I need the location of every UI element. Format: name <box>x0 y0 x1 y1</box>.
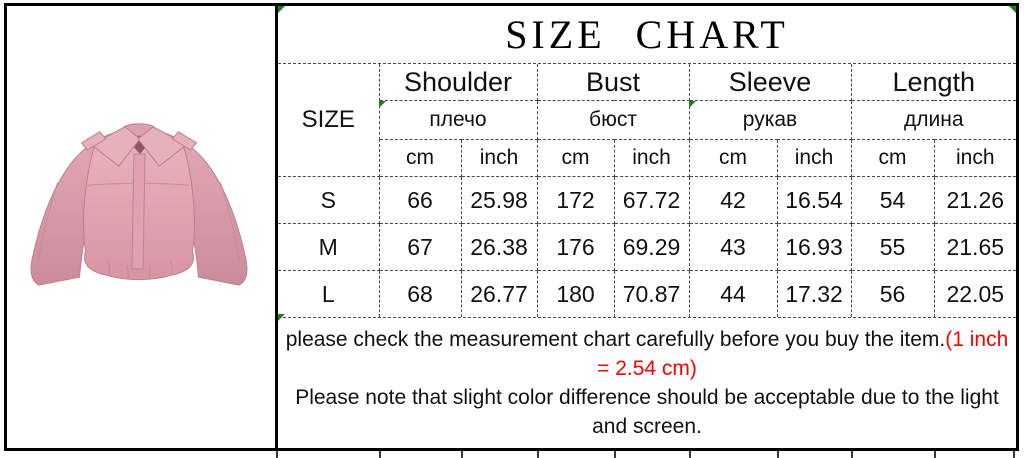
ru-header-shoulder: плечо <box>378 100 538 140</box>
measurement-value: 176 <box>536 223 615 271</box>
measurement-value: 66 <box>378 176 462 224</box>
unit-header-cm: cm <box>378 139 462 177</box>
measurement-value: 56 <box>850 270 935 318</box>
note-block: please check the measurement chart caref… <box>278 317 1016 448</box>
grid-tick <box>614 451 616 458</box>
table-row-size-m: M 67 26.38 176 69.29 43 16.93 55 21.65 <box>277 223 1017 271</box>
measurement-value: 180 <box>536 270 615 318</box>
unit-header-cm: cm <box>688 139 778 177</box>
grid-tick <box>537 451 539 458</box>
measurement-value: 22.05 <box>933 270 1017 318</box>
table-row-size-s: S 66 25.98 172 67.72 42 16.54 54 21.26 <box>277 176 1017 224</box>
measurement-value: 26.77 <box>460 270 538 318</box>
table-row-size-l: L 68 26.77 180 70.87 44 17.32 56 22.05 <box>277 270 1017 318</box>
grid-tick <box>777 451 779 458</box>
measurement-value: 69.29 <box>613 223 690 271</box>
measurement-value: 44 <box>688 270 778 318</box>
measurement-value: 68 <box>378 270 462 318</box>
measurement-value: 21.65 <box>933 223 1017 271</box>
measurement-value: 21.26 <box>933 176 1017 224</box>
measurement-value: 54 <box>850 176 935 224</box>
note-color-difference: Please note that slight color difference… <box>295 386 999 438</box>
measurement-value: 42 <box>688 176 778 224</box>
size-chart-area: SIZE CHART SIZE Shoulder Bust Sleeve Len… <box>277 6 1017 448</box>
units-header-row: cm inch cm inch cm inch cm inch <box>278 139 1017 177</box>
title-row: SIZE CHART <box>278 6 1016 64</box>
measurement-value: 70.87 <box>613 270 690 318</box>
col-header-length: Length <box>850 63 1017 101</box>
ru-header-length: длина <box>850 100 1017 140</box>
measurement-value: 26.38 <box>460 223 538 271</box>
measurement-value: 16.54 <box>776 176 852 224</box>
grid-tick <box>461 451 463 458</box>
grid-tick <box>1013 451 1015 458</box>
measurement-value: 55 <box>850 223 935 271</box>
measurement-value: 172 <box>536 176 615 224</box>
measurement-value: 25.98 <box>460 176 538 224</box>
measurement-value: 67.72 <box>613 176 690 224</box>
note-measurement: please check the measurement chart caref… <box>285 328 1009 380</box>
grid-tick <box>689 451 691 458</box>
excel-indicator-icon <box>278 314 285 321</box>
unit-header-inch: inch <box>613 139 690 177</box>
excel-indicator-icon <box>278 6 285 13</box>
size-row-label: L <box>277 270 380 318</box>
unit-header-inch: inch <box>460 139 538 177</box>
product-image-cell <box>7 6 278 448</box>
col-header-bust: Bust <box>536 63 690 101</box>
size-table: SIZE Shoulder Bust Sleeve Length плечо б… <box>277 63 1017 318</box>
pink-jacket-image <box>30 123 248 286</box>
size-row-label: M <box>277 223 380 271</box>
measurement-value: 16.93 <box>776 223 852 271</box>
grid-tick <box>934 451 936 458</box>
unit-header-inch: inch <box>933 139 1017 177</box>
excel-indicator-icon <box>689 101 696 108</box>
unit-header-inch: inch <box>776 139 852 177</box>
unit-header-cm: cm <box>850 139 935 177</box>
ru-header-sleeve: рукав <box>688 100 852 140</box>
size-column-header: SIZE <box>277 63 380 177</box>
grid-tick <box>851 451 853 458</box>
measurement-value: 67 <box>378 223 462 271</box>
col-header-shoulder: Shoulder <box>378 63 538 101</box>
grid-tick <box>379 451 381 458</box>
unit-header-cm: cm <box>536 139 615 177</box>
excel-indicator-icon <box>379 101 386 108</box>
size-chart-sheet: SIZE CHART SIZE Shoulder Bust Sleeve Len… <box>4 3 1019 451</box>
grid-tick <box>276 451 278 458</box>
excel-indicator-icon <box>1009 6 1016 13</box>
measurement-value: 17.32 <box>776 270 852 318</box>
russian-header-row: плечо бюст рукав длина <box>278 100 1017 140</box>
col-header-sleeve: Sleeve <box>688 63 852 101</box>
measurement-header-row: SIZE Shoulder Bust Sleeve Length <box>277 63 1017 177</box>
size-row-label: S <box>277 176 380 224</box>
measurement-value: 43 <box>688 223 778 271</box>
ru-header-bust: бюст <box>536 100 690 140</box>
inch-conversion-note: (1 inch = 2.54 cm) <box>597 328 1009 380</box>
page-title: SIZE CHART <box>505 12 789 57</box>
